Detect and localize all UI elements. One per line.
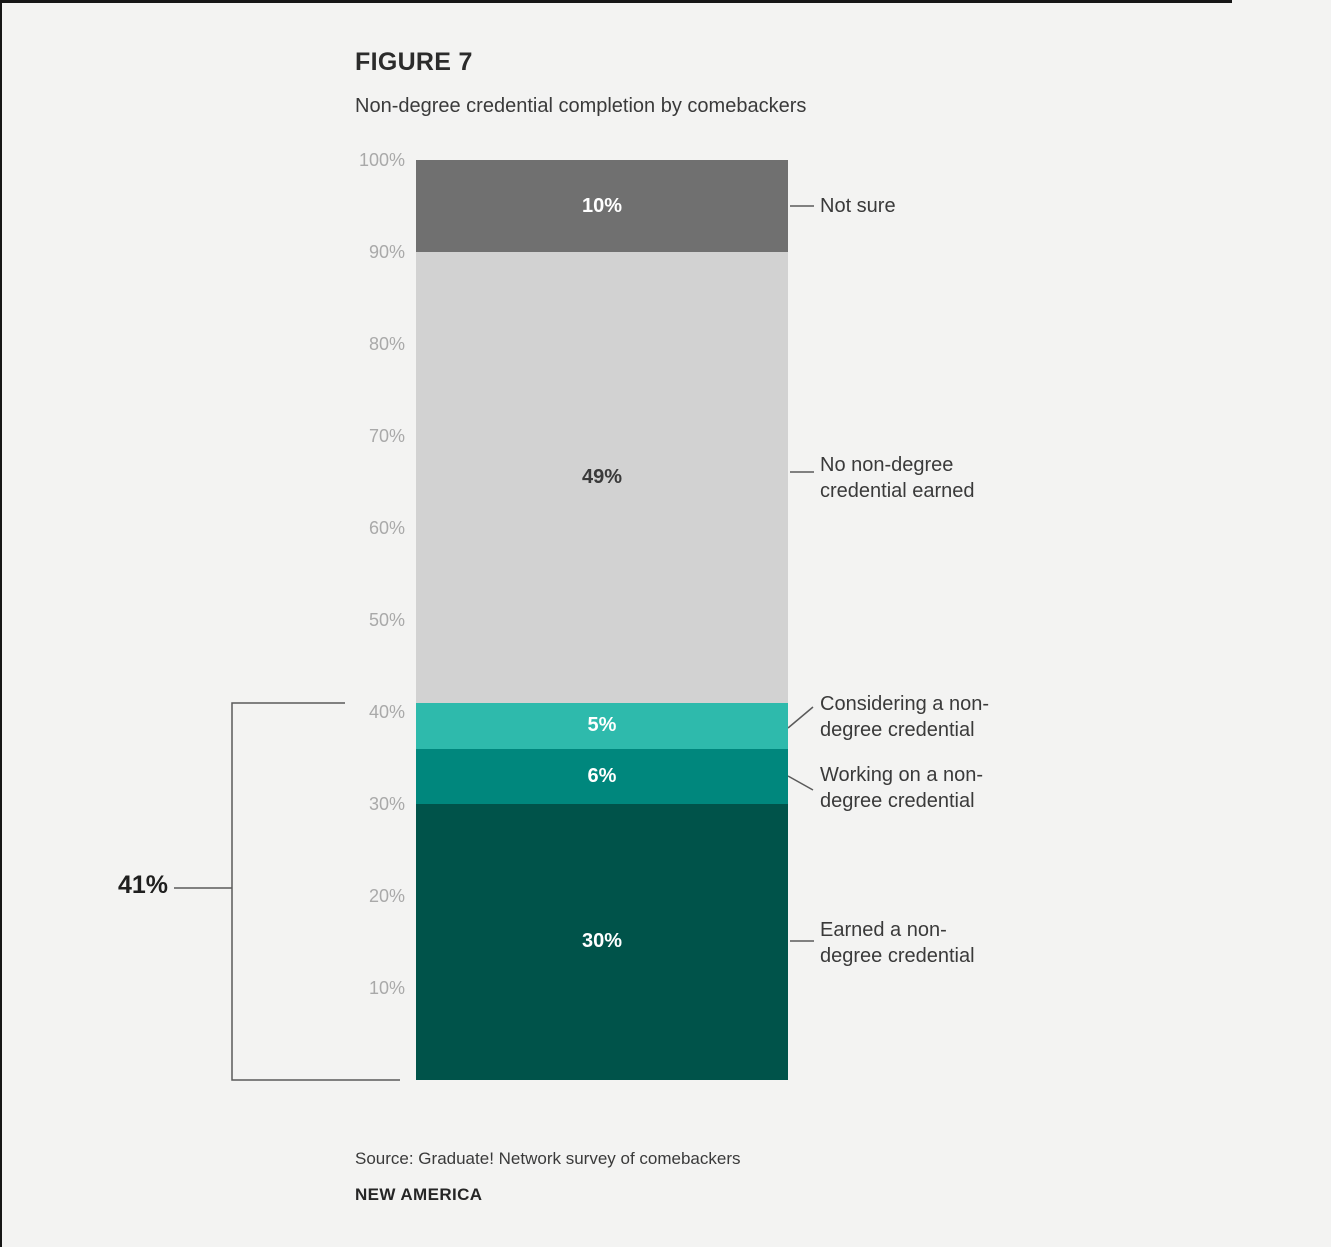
- y-tick-90: 90%: [368, 242, 405, 262]
- figure-label: FIGURE 7: [355, 48, 473, 76]
- y-tick-30: 30%: [368, 794, 405, 814]
- annotation-no-credential: No non-degree credential earned: [820, 454, 975, 502]
- y-tick-20: 20%: [368, 886, 405, 906]
- chart-title: Non-degree credential completion by come…: [355, 95, 807, 117]
- segment-value-label: 10%: [581, 194, 623, 217]
- bar-segment-no-non-degree-credential-earned: 49%: [416, 252, 788, 703]
- org-name: NEW AMERICA: [355, 1185, 483, 1204]
- page-left-border: [0, 0, 2, 1247]
- y-tick-60: 60%: [368, 518, 405, 538]
- bracket-label: 41%: [117, 871, 168, 899]
- annotation-considering: Considering a non-degree credential: [820, 693, 989, 741]
- connector-working-line: [787, 775, 814, 791]
- bar-segment-considering-a-non-degree-credential: 5%: [416, 702, 788, 749]
- bar-segment-earned-a-non-degree-credential: 30%: [416, 803, 788, 1080]
- bar-segment-working-on-a-non-degree-credential: 6%: [416, 748, 788, 804]
- page-top-border: [0, 0, 1232, 3]
- annotation-not-sure: Not sure: [820, 195, 896, 217]
- segment-value-label: 6%: [587, 764, 617, 787]
- stacked-bar: 10% 49% 5% 6% 30%: [416, 160, 788, 1080]
- source-note: Source: Graduate! Network survey of come…: [355, 1149, 741, 1168]
- y-tick-40: 40%: [368, 702, 405, 722]
- annotation-earned: Earned a non-degree credential: [820, 919, 975, 967]
- annotation-working: Working on a non-degree credential: [820, 764, 984, 812]
- y-tick-50: 50%: [368, 610, 405, 630]
- y-tick-10: 10%: [368, 978, 405, 998]
- segment-value-label: 49%: [581, 465, 623, 488]
- y-tick-100: 100%: [358, 150, 405, 170]
- segment-value-label: 30%: [581, 930, 623, 953]
- y-tick-70: 70%: [368, 426, 405, 446]
- segment-value-label: 5%: [587, 714, 617, 737]
- y-tick-80: 80%: [368, 334, 405, 354]
- bar-segment-not-sure: 10%: [416, 160, 788, 252]
- connector-considering-line: [787, 706, 814, 729]
